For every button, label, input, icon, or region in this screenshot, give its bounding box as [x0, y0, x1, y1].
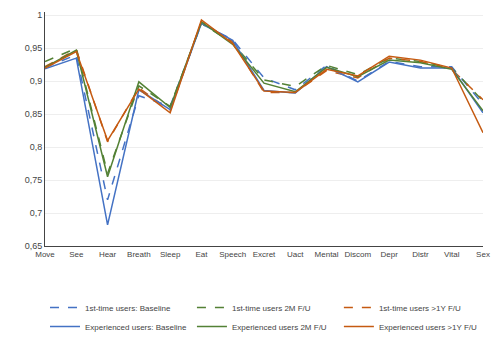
svg-text:0,9: 0,9: [30, 76, 43, 86]
svg-text:Mental: Mental: [315, 250, 339, 259]
svg-text:Depr: Depr: [380, 250, 398, 259]
svg-text:Experienced users: Baseline: Experienced users: Baseline: [85, 323, 187, 332]
svg-text:Move: Move: [35, 250, 55, 259]
svg-text:Hear: Hear: [99, 250, 117, 259]
svg-text:Sex: Sex: [476, 250, 490, 259]
svg-text:0,8: 0,8: [30, 142, 43, 152]
svg-text:See: See: [69, 250, 84, 259]
svg-text:1st-time users 2M F/U: 1st-time users 2M F/U: [232, 304, 311, 313]
svg-text:1: 1: [37, 10, 42, 20]
svg-text:Uact: Uact: [287, 250, 304, 259]
svg-text:0,65: 0,65: [25, 241, 43, 251]
svg-text:0,95: 0,95: [25, 43, 43, 53]
svg-text:0,7: 0,7: [30, 208, 43, 218]
svg-text:1st-time users: Baseline: 1st-time users: Baseline: [85, 304, 171, 313]
svg-text:0,85: 0,85: [25, 109, 43, 119]
svg-text:1st-time users >1Y F/U: 1st-time users >1Y F/U: [379, 304, 461, 313]
svg-text:Sleep: Sleep: [160, 250, 181, 259]
svg-text:Speech: Speech: [219, 250, 246, 259]
svg-text:Excret: Excret: [253, 250, 276, 259]
svg-text:Experienced users 2M F/U: Experienced users 2M F/U: [232, 323, 327, 332]
svg-text:Distr: Distr: [412, 250, 429, 259]
svg-text:Experienced users >1Y F/U: Experienced users >1Y F/U: [379, 323, 477, 332]
svg-text:Breath: Breath: [127, 250, 151, 259]
svg-text:Discom: Discom: [345, 250, 372, 259]
svg-text:Eat: Eat: [195, 250, 208, 259]
svg-text:Vital: Vital: [444, 250, 460, 259]
svg-text:0,75: 0,75: [25, 175, 43, 185]
